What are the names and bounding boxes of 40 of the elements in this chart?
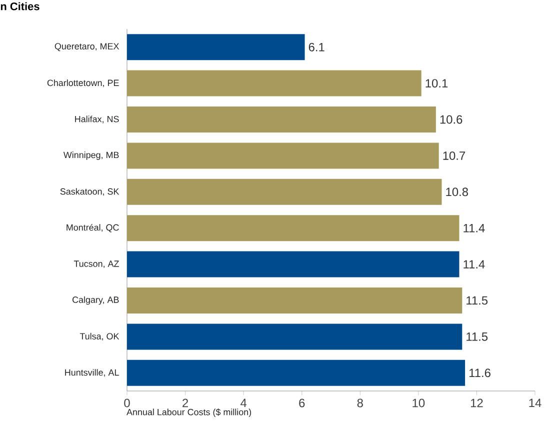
data-label: 11.4	[464, 260, 485, 268]
data-label: 10.1	[426, 79, 448, 88]
y-tick-label: Huntsville, AL	[65, 369, 119, 377]
y-tick-label: Saskatoon, SK	[60, 188, 120, 196]
text: n Cities	[0, 2, 40, 10]
y-tick-label: Winnipeg, MB	[63, 152, 119, 160]
data-label: 10.7	[443, 151, 466, 160]
bar	[127, 288, 462, 314]
y-tick-label: Calgary, AB	[72, 296, 119, 305]
y-tick-label: Queretaro, MEX	[54, 43, 120, 52]
bar	[127, 215, 460, 242]
bar	[127, 360, 466, 386]
x-tick-label: 10	[412, 398, 425, 408]
data-label: 10.6	[440, 115, 462, 124]
bar	[127, 34, 305, 60]
x-tick-label: 4	[240, 398, 247, 407]
x-tick-label: 14	[529, 398, 542, 407]
x-axis-title: Annual Labour Costs ($ million)	[126, 408, 252, 418]
data-label: 11.5	[466, 332, 488, 341]
x-tick-label: 6	[299, 398, 305, 408]
data-label: 10.8	[446, 188, 468, 196]
bar	[127, 106, 436, 132]
y-tick-label: Tulsa, OK	[80, 332, 120, 341]
bar	[127, 324, 462, 350]
bar	[127, 178, 442, 205]
x-tick-label: 12	[470, 398, 483, 408]
x-tick-label: 8	[357, 398, 363, 408]
data-label: 11.4	[464, 224, 485, 232]
data-label: 11.5	[466, 296, 488, 305]
y-tick-label: Montréal, QC	[66, 224, 119, 232]
bar	[127, 142, 439, 169]
bar	[127, 251, 460, 278]
x-tick-label: 2	[182, 398, 188, 408]
data-label: 11.6	[469, 368, 490, 378]
y-tick-label: Charlottetown, PE	[47, 79, 119, 88]
y-tick-label: Halifax, NS	[75, 116, 119, 124]
x-tick-label: 0	[124, 398, 130, 408]
y-tick-label: Tucson, AZ	[74, 260, 119, 268]
data-label: 6.1	[308, 42, 324, 52]
bar	[127, 70, 422, 96]
